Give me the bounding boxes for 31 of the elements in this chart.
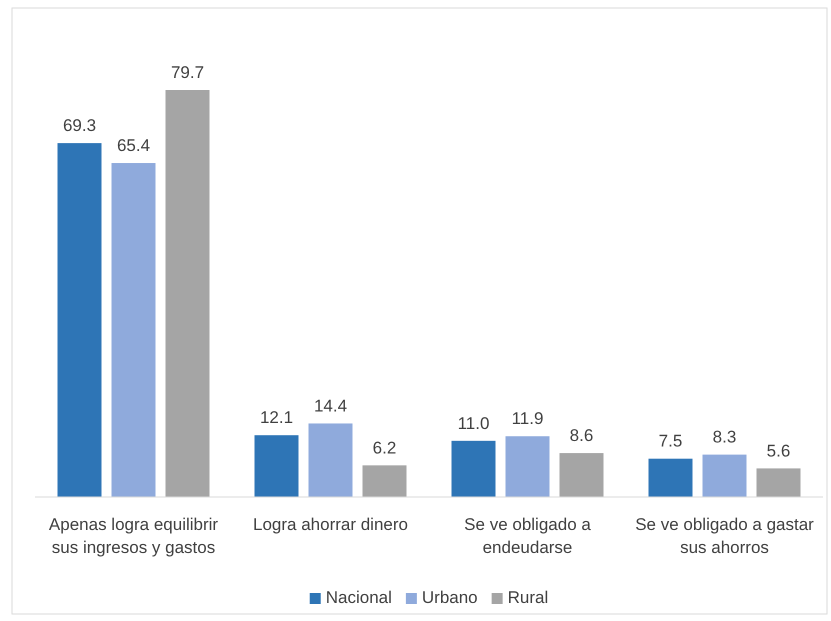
legend-label: Urbano [422,588,478,607]
data-label: 6.2 [372,438,396,458]
data-label: 79.7 [170,63,204,82]
x-tick-label: Se ve obligado a endeudarse [464,515,592,557]
data-label: 69.3 [62,116,96,136]
data-label: 5.6 [766,441,790,460]
bar [702,454,746,497]
data-label: 14.4 [314,396,348,416]
x-tick-label: Se ve obligado a gastar sus ahorros [635,515,814,557]
x-tick-label: Logra ahorrar dinero [253,515,408,534]
data-label: 11.0 [458,414,490,433]
bar [506,436,550,497]
data-label: 8.6 [570,426,594,446]
data-label: 12.1 [260,408,294,428]
legend-label: Rural [508,588,548,607]
bar [112,163,156,497]
bar [452,440,496,497]
legend-label: Nacional [326,588,392,607]
bar [58,143,102,497]
data-label: 8.3 [712,428,736,447]
data-label: 11.9 [512,409,544,428]
x-tick-label: Apenas logra equilibrir sus ingresos y gastos [48,515,218,557]
data-label: 65.4 [116,136,150,156]
bar [560,453,604,497]
data-label: 7.5 [658,432,682,451]
bar [166,90,210,497]
bar [756,468,800,497]
bar [648,458,692,497]
bar [362,465,406,497]
bar [254,435,298,497]
bar [308,423,352,497]
